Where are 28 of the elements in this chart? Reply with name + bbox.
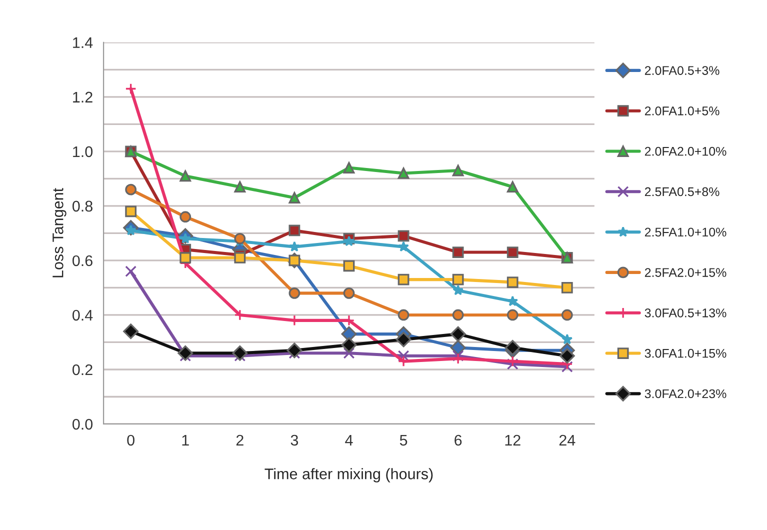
x-tick-label: 24 — [559, 434, 576, 446]
legend-label: 3.0FA0.5+13% — [644, 308, 726, 318]
x-tick-label: 6 — [454, 434, 462, 446]
y-tick-label: 0.2 — [72, 364, 92, 376]
x-tick-label: 1 — [182, 434, 189, 446]
y-tick-label: 1.2 — [73, 92, 92, 102]
y-tick-label: 0.4 — [72, 310, 93, 321]
y-tick-label: 1.0 — [73, 146, 93, 158]
y-tick-label: 0.0 — [72, 418, 93, 430]
legend-label: 2.0FA2.0+10% — [644, 146, 726, 156]
legend-label: 2.5FA1.0+10% — [644, 228, 726, 237]
x-tick-label: 3 — [290, 434, 298, 446]
legend-label: 2.5FA2.0+15% — [644, 268, 726, 277]
legend-label: 3.0FA1.0+15% — [644, 348, 726, 358]
x-tick-label: 12 — [505, 434, 520, 446]
y-tick-label: 1.4 — [73, 37, 93, 48]
y-tick-label: 0.6 — [72, 255, 92, 266]
x-tick-label: 0 — [127, 434, 134, 446]
legend-label: 2.5FA0.5+8% — [644, 187, 720, 196]
x-tick-label: 2 — [236, 434, 244, 446]
y-tick-label: 0.8 — [72, 200, 92, 212]
x-tick-label: 4 — [345, 434, 353, 446]
legend-label: 2.0FA1.0+5% — [644, 106, 720, 116]
legend-label: 2.0FA0.5+3% — [644, 66, 720, 75]
x-tick-label: 5 — [400, 434, 408, 446]
x-axis-title: Time after mixing (hours) — [264, 468, 433, 482]
legend-label: 3.0FA2.0+23% — [644, 389, 726, 398]
y-axis-title: Loss Tangent — [52, 188, 66, 278]
